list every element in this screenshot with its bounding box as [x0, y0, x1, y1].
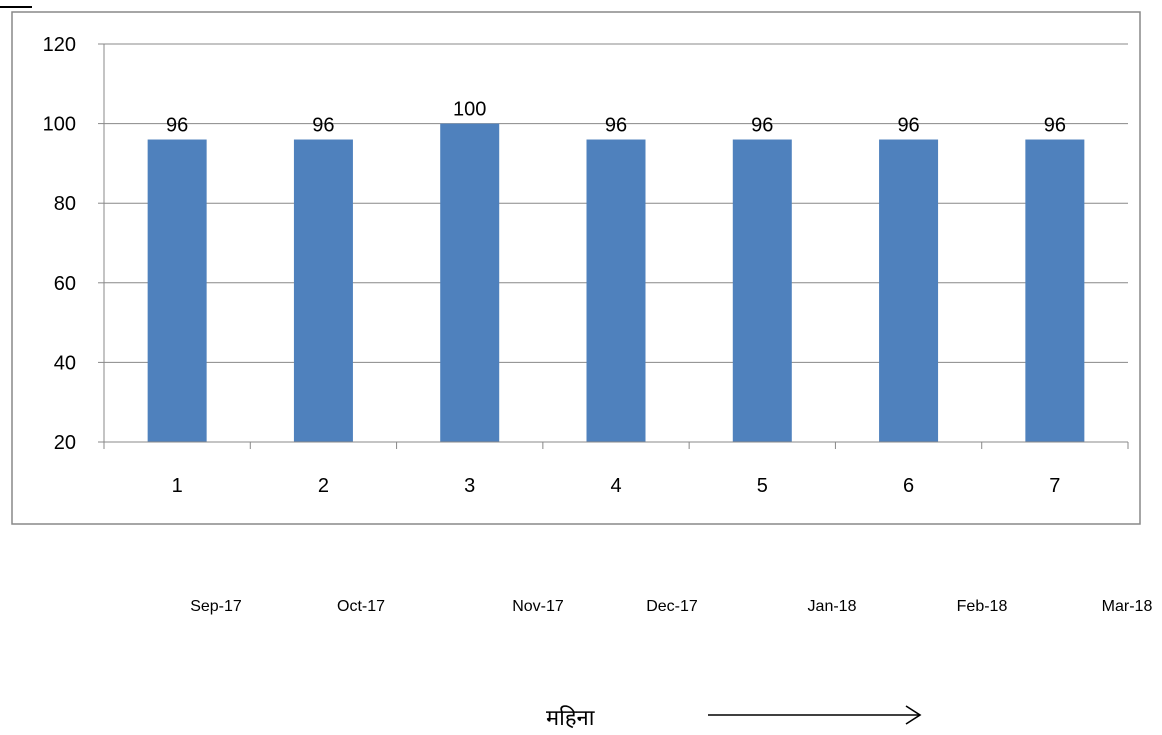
y-tick-label: 20: [54, 432, 76, 454]
bar: [440, 123, 500, 442]
data-label: 96: [605, 115, 627, 137]
category-label: 2: [318, 475, 329, 497]
bar: [732, 139, 792, 442]
month-label-sep-17: Sep-17: [190, 598, 242, 615]
corner-mark: [0, 6, 32, 8]
bar: [586, 139, 646, 442]
bar-chart: 20 40 60 80 100 120 1 2 3 4 5 6 7 96 96 100 96 96 96 96: [11, 11, 1141, 525]
month-label-feb-18: Feb-18: [956, 598, 1008, 615]
bar: [293, 139, 353, 442]
category-label: 3: [464, 475, 475, 497]
bar: [147, 139, 207, 442]
category-label: 4: [610, 475, 621, 497]
month-label-oct-17: Oct-17: [336, 598, 386, 615]
y-tick-label: 120: [43, 34, 76, 56]
arrow-right-icon: [708, 705, 922, 725]
data-label: 96: [897, 115, 919, 137]
category-labels: 1 2 3 4 5 6 7: [172, 475, 1061, 497]
category-label: 6: [903, 475, 914, 497]
caption: महिना: [546, 706, 595, 731]
y-tick-label: 80: [54, 193, 76, 215]
bars: [147, 123, 1085, 442]
bar: [1025, 139, 1085, 442]
y-tick-label: 60: [54, 273, 76, 295]
data-label: 96: [751, 115, 773, 137]
month-label-dec-17: Dec-17: [646, 598, 698, 615]
data-labels: 96 96 100 96 96 96 96: [166, 99, 1066, 137]
data-label: 100: [453, 99, 486, 121]
category-label: 1: [172, 475, 183, 497]
data-label: 96: [166, 115, 188, 137]
data-label: 96: [1044, 115, 1066, 137]
y-tick-labels: 20 40 60 80 100 120: [43, 34, 76, 454]
month-label-mar-18: Mar-18: [1101, 598, 1153, 615]
month-label-jan-18: Jan-18: [807, 598, 857, 615]
data-label: 96: [312, 115, 334, 137]
y-tick-label: 100: [43, 114, 76, 136]
bar: [879, 139, 939, 442]
month-label-nov-17: Nov-17: [512, 598, 564, 615]
category-label: 5: [757, 475, 768, 497]
axes: [98, 43, 1129, 449]
category-label: 7: [1049, 475, 1060, 497]
y-tick-label: 40: [54, 352, 76, 374]
month-labels: Sep-17 Oct-17 Nov-17 Dec-17 Jan-18 Feb-1…: [0, 598, 1162, 618]
